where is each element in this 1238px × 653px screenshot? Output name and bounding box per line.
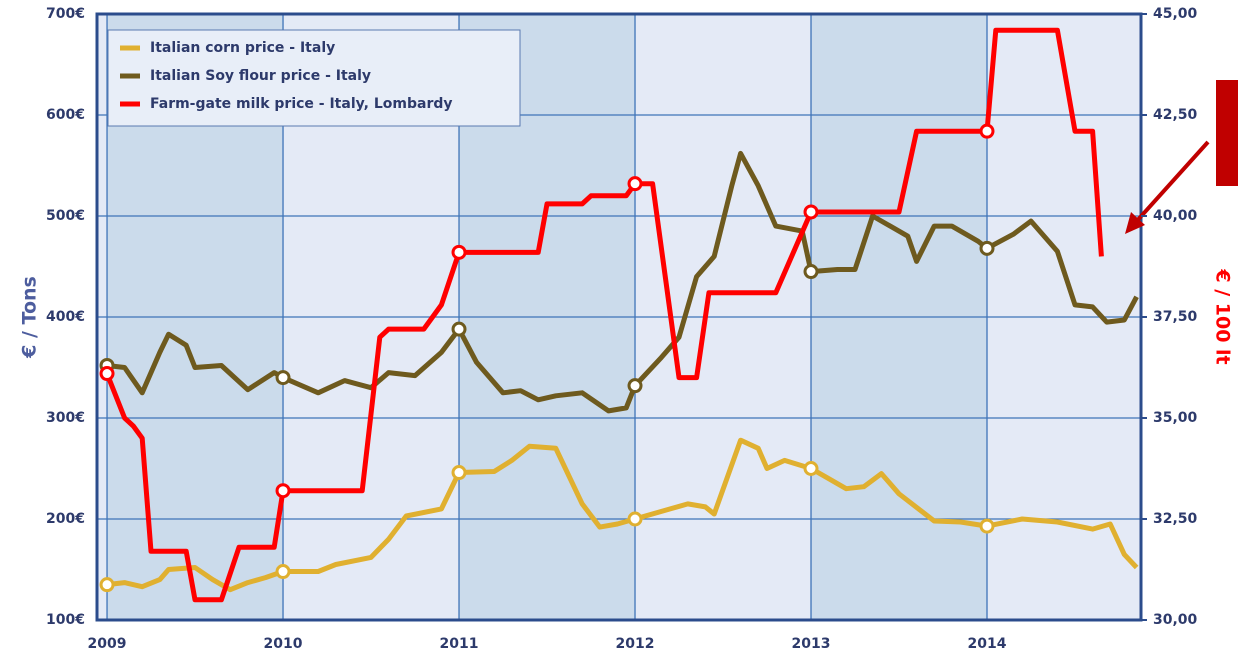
y-tick-label: 700€ [46, 6, 85, 22]
x-tick-label: 2014 [968, 636, 1007, 652]
y-tick-label: 100€ [46, 612, 85, 628]
legend-box [107, 29, 521, 127]
y2-tick-label: 30,00 [1153, 612, 1198, 628]
point-marker [275, 370, 291, 386]
legend-label: Farm-gate milk price - Italy, Lombardy [150, 96, 453, 112]
series-line [106, 150, 1139, 414]
point-marker [979, 518, 995, 534]
y2-tick-label: 40,00 [1153, 208, 1198, 224]
legend: Italian corn price - Italy Italian Soy fl… [107, 29, 521, 127]
point-marker [627, 511, 643, 527]
y-tick-label: 600€ [46, 107, 85, 123]
y2-tick-label: 45,00 [1153, 6, 1198, 22]
y2-tick-label: 35,00 [1153, 410, 1198, 426]
point-marker [627, 378, 643, 394]
annotation-box [1216, 80, 1238, 186]
x-tick-label: 2010 [264, 636, 303, 652]
y-tick-label: 200€ [46, 511, 85, 527]
annotation-arrow [1133, 140, 1210, 225]
point-marker [803, 461, 819, 476]
y-axis-title: € / Tons [19, 276, 41, 359]
point-marker [451, 465, 467, 481]
point-marker [627, 176, 643, 192]
series-line [106, 437, 1139, 593]
x-tick-label: 2011 [440, 636, 479, 652]
y-tick-label: 500€ [46, 208, 85, 224]
legend-label: Italian Soy flour price - Italy [150, 68, 371, 84]
point-marker [979, 240, 995, 256]
y-tick-label: 300€ [46, 410, 85, 426]
y2-axis-title: € / 100 lt [1212, 268, 1234, 364]
series-line [104, 27, 1104, 603]
point-marker [99, 366, 115, 382]
point-marker [451, 321, 467, 337]
y2-tick-label: 42,50 [1153, 107, 1198, 123]
x-tick-label: 2013 [792, 636, 831, 652]
point-marker [275, 483, 291, 499]
point-marker [803, 264, 819, 280]
point-marker [979, 123, 995, 139]
y-tick-label: 400€ [46, 309, 85, 325]
point-marker [451, 244, 467, 260]
legend-label: Italian corn price - Italy [150, 40, 335, 56]
annotation-arrowhead [1125, 212, 1145, 234]
x-tick-label: 2009 [88, 636, 127, 652]
point-marker [275, 564, 291, 580]
point-marker [803, 204, 819, 220]
y2-tick-label: 37,50 [1153, 309, 1198, 325]
point-marker [99, 577, 115, 593]
y2-tick-label: 32,50 [1153, 511, 1198, 527]
x-tick-label: 2012 [616, 636, 655, 652]
